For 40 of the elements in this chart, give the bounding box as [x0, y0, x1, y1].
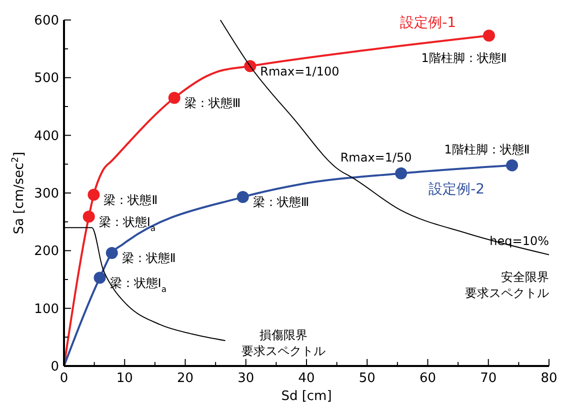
x-tick-label: 60: [419, 371, 436, 386]
series-label: 設定例-2: [428, 181, 485, 198]
y-tick-label: 200: [34, 244, 59, 260]
y-tick-label: 400: [34, 128, 59, 144]
y-tick-label: 600: [34, 14, 59, 29]
x-tick-label: 50: [358, 371, 376, 386]
y-tick-label: 500: [34, 71, 59, 86]
annotation: 梁：状態Ⅱ: [122, 251, 176, 266]
point: [82, 210, 95, 223]
point: [88, 188, 100, 201]
annotation: 1階柱脚：状態Ⅱ: [444, 142, 530, 157]
point: [94, 272, 106, 284]
x-tick-label: 40: [298, 371, 315, 386]
point: [395, 167, 408, 180]
x-axis-title: Sd [cm]: [281, 389, 332, 404]
annotation: heq=10%: [490, 234, 549, 248]
annotation: 梁：状態Ⅲ: [252, 195, 310, 210]
annotation: 損傷限界要求スペクトル: [241, 328, 326, 358]
annotation: 梁：状態Ⅱ: [104, 192, 158, 207]
y-tick-label: 100: [34, 302, 59, 317]
point: [106, 246, 118, 259]
annotation: 1階柱脚：状態Ⅱ: [421, 50, 507, 65]
x-tick-label: 0: [60, 371, 68, 386]
annotation: Rmax=1/50: [340, 150, 412, 165]
point: [506, 159, 518, 172]
annotation: 梁：状態Ⅲ: [184, 96, 241, 110]
series-label: 設定例-1: [400, 14, 456, 31]
point: [482, 30, 495, 42]
y-tick-label: 0: [50, 360, 59, 375]
point: [168, 92, 180, 104]
annotation: 安全限界要求スペクトル: [465, 270, 549, 300]
x-tick-label: 80: [540, 371, 558, 386]
x-tick-label: 10: [116, 371, 133, 386]
point: [236, 191, 249, 204]
annotation: Rmax=1/100: [260, 64, 340, 78]
x-tick-label: 20: [176, 371, 194, 386]
x-tick-label: 70: [480, 371, 497, 386]
annotation: 梁：状態Ⅰ$_{a}$: [110, 276, 166, 294]
y-tick-label: 300: [34, 186, 59, 202]
x-tick-label: 30: [238, 371, 254, 386]
